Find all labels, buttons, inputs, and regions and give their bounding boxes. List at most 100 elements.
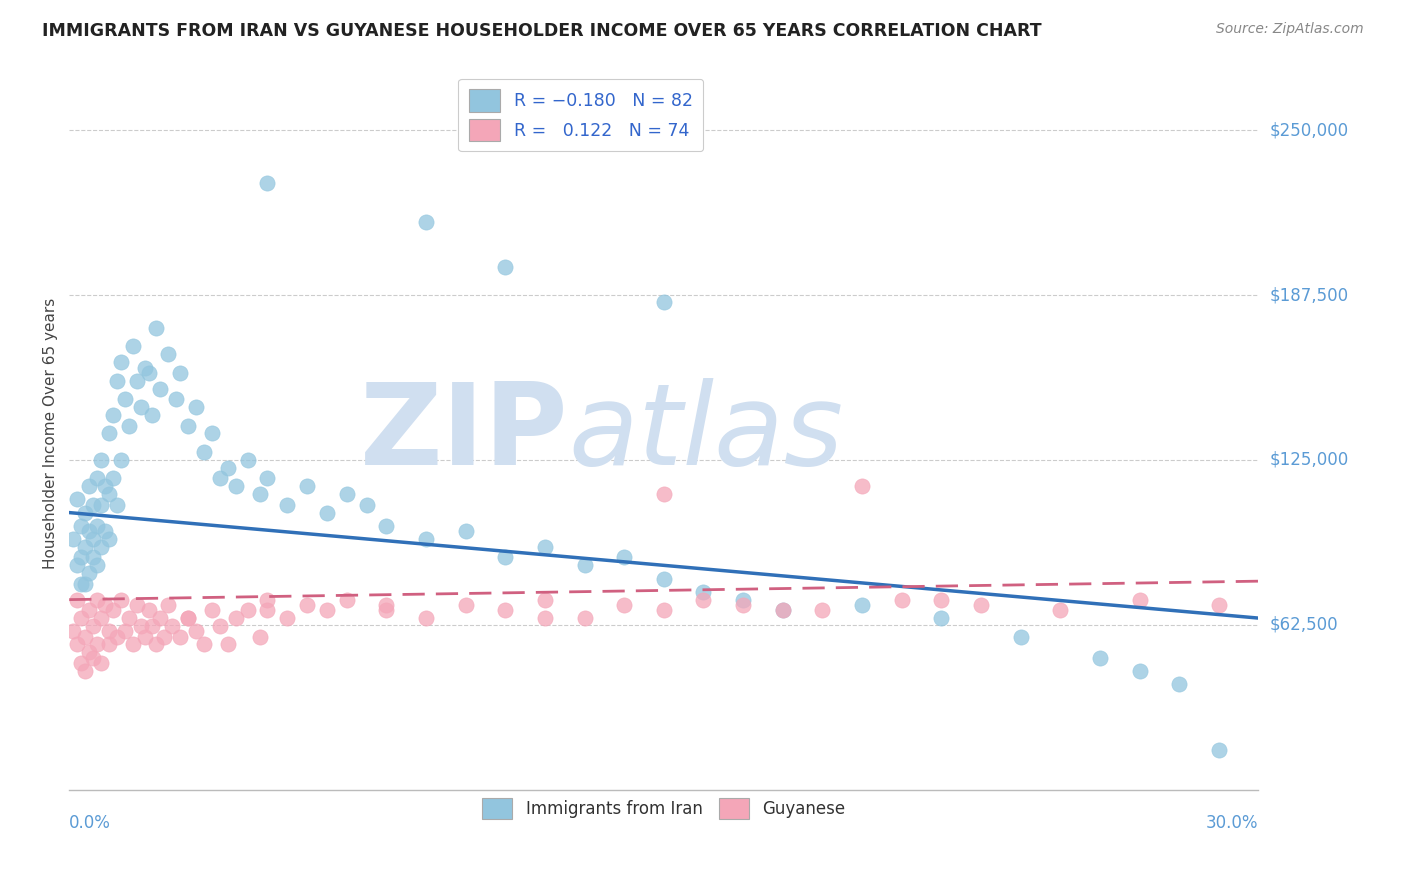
Text: atlas: atlas <box>568 378 844 489</box>
Point <box>890 592 912 607</box>
Point <box>75 576 97 591</box>
Point <box>851 598 873 612</box>
Point <box>149 611 172 625</box>
Point <box>454 598 477 612</box>
Point <box>256 471 278 485</box>
Point <box>70 611 93 625</box>
Point <box>125 598 148 612</box>
Legend: Immigrants from Iran, Guyanese: Immigrants from Iran, Guyanese <box>474 789 853 828</box>
Text: $62,500: $62,500 <box>1270 615 1339 633</box>
Point <box>652 572 675 586</box>
Point <box>110 453 132 467</box>
Point <box>256 592 278 607</box>
Point <box>415 532 437 546</box>
Point <box>118 611 141 625</box>
Point <box>114 392 136 407</box>
Point <box>97 637 120 651</box>
Point <box>1010 630 1032 644</box>
Point <box>201 603 224 617</box>
Point <box>652 603 675 617</box>
Point <box>613 598 636 612</box>
Point <box>534 592 557 607</box>
Point <box>169 630 191 644</box>
Point <box>121 637 143 651</box>
Point <box>75 630 97 644</box>
Point <box>105 630 128 644</box>
Point <box>97 532 120 546</box>
Point <box>1049 603 1071 617</box>
Point <box>692 592 714 607</box>
Point <box>574 558 596 573</box>
Point <box>153 630 176 644</box>
Point <box>129 619 152 633</box>
Point <box>1128 592 1150 607</box>
Point <box>217 637 239 651</box>
Point <box>177 611 200 625</box>
Point <box>165 392 187 407</box>
Point <box>141 408 163 422</box>
Point <box>82 650 104 665</box>
Point <box>70 576 93 591</box>
Point <box>121 339 143 353</box>
Point <box>236 603 259 617</box>
Point <box>141 619 163 633</box>
Point <box>75 664 97 678</box>
Point <box>375 518 398 533</box>
Point <box>772 603 794 617</box>
Point <box>336 592 359 607</box>
Point <box>1128 664 1150 678</box>
Point <box>134 360 156 375</box>
Point <box>851 479 873 493</box>
Point <box>138 366 160 380</box>
Point <box>97 624 120 639</box>
Point <box>70 518 93 533</box>
Point <box>77 524 100 538</box>
Point <box>208 471 231 485</box>
Point <box>90 540 112 554</box>
Point <box>295 598 318 612</box>
Point <box>494 603 516 617</box>
Point <box>494 550 516 565</box>
Point <box>534 611 557 625</box>
Point <box>94 598 117 612</box>
Point <box>1088 650 1111 665</box>
Point <box>86 637 108 651</box>
Text: ZIP: ZIP <box>360 378 568 489</box>
Point <box>66 558 89 573</box>
Point <box>118 418 141 433</box>
Point <box>70 656 93 670</box>
Text: $125,000: $125,000 <box>1270 450 1348 469</box>
Point <box>62 532 84 546</box>
Point <box>1168 677 1191 691</box>
Point <box>201 426 224 441</box>
Point <box>177 418 200 433</box>
Point <box>276 611 298 625</box>
Point <box>970 598 993 612</box>
Point <box>94 479 117 493</box>
Point <box>236 453 259 467</box>
Point <box>316 603 339 617</box>
Point <box>356 498 378 512</box>
Point <box>652 294 675 309</box>
Point <box>62 624 84 639</box>
Point <box>534 540 557 554</box>
Text: IMMIGRANTS FROM IRAN VS GUYANESE HOUSEHOLDER INCOME OVER 65 YEARS CORRELATION CH: IMMIGRANTS FROM IRAN VS GUYANESE HOUSEHO… <box>42 22 1042 40</box>
Point <box>105 498 128 512</box>
Point <box>110 355 132 369</box>
Text: 0.0%: 0.0% <box>69 814 111 832</box>
Point <box>82 532 104 546</box>
Point <box>1208 743 1230 757</box>
Point <box>157 347 180 361</box>
Point <box>256 603 278 617</box>
Point <box>82 498 104 512</box>
Point <box>86 558 108 573</box>
Point <box>86 592 108 607</box>
Point <box>90 498 112 512</box>
Point <box>249 487 271 501</box>
Point <box>811 603 834 617</box>
Point <box>86 518 108 533</box>
Text: Source: ZipAtlas.com: Source: ZipAtlas.com <box>1216 22 1364 37</box>
Point <box>97 426 120 441</box>
Point <box>256 176 278 190</box>
Point <box>77 479 100 493</box>
